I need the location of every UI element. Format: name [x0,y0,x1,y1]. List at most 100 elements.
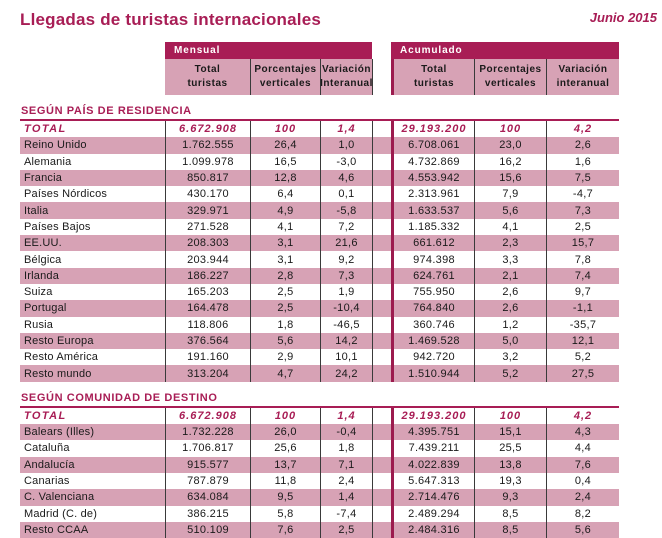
cell-acumulado-total: 661.612 [391,235,474,252]
column-header-acumulado-1: Porcentajes verticales [474,59,546,95]
cell-mensual-pct: 5,8 [250,505,320,522]
cell-acumulado-total: 29.193.200 [391,121,474,138]
table-row: Irlanda 186.227 2,8 7,3 624.761 2,1 7,4 [20,267,619,284]
cell-mensual-total: 510.109 [165,521,250,538]
row-label: Resto CCAA [20,521,165,538]
cell-acumulado-var: 15,7 [546,235,619,252]
cell-mensual-var: 2,4 [320,472,372,490]
cell-mensual-total: 118.806 [165,316,250,333]
row-label: TOTAL [20,407,165,425]
column-header-line2: verticales [259,78,312,89]
row-label: TOTAL [20,121,165,138]
column-header-line1: Total [194,64,221,75]
table-row: Resto América 191.160 2,9 10,1 942.720 3,2 5,2 [20,349,619,366]
cell-mensual-total: 386.215 [165,505,250,522]
cell-mensual-pct: 3,1 [250,251,320,268]
cell-mensual-pct: 2,5 [250,283,320,301]
row-label: Suiza [20,283,165,301]
cell-gap [372,407,391,425]
cell-acumulado-var: 4,4 [546,440,619,457]
cell-acumulado-pct: 16,2 [474,153,546,170]
cell-acumulado-total: 755.950 [391,283,474,301]
row-label: Balears (Illes) [20,424,165,441]
column-header-line2: Interanual [320,78,373,89]
table-row: C. Valenciana 634.084 9,5 1,4 2.714.476 9,3 2,… [20,489,619,506]
cell-gap [372,186,391,203]
data-table: TOTAL 6.672.908 100 1,4 29.193.200 100 4,2 Bale… [20,407,619,538]
cell-mensual-total: 430.170 [165,186,250,203]
cell-gap [372,472,391,490]
period-label: Junio 2015 [589,10,657,25]
column-header-line2: interanual [556,78,610,89]
cell-mensual-pct: 6,4 [250,186,320,203]
cell-mensual-total: 787.879 [165,472,250,490]
cell-mensual-pct: 2,9 [250,349,320,366]
cell-gap [372,332,391,350]
page-title: Llegadas de turistas internacionales [20,10,322,29]
column-header-line2: turistas [413,78,455,89]
section-1: SEGÚN COMUNIDAD DE DESTINO TOTAL 6.672.908… [20,388,619,538]
row-label: Irlanda [20,267,165,284]
column-header-line1: Variación [322,64,371,75]
cell-mensual-total: 203.944 [165,251,250,268]
cell-acumulado-var: 4,2 [546,121,619,138]
column-header-acumulado-0: Total turistas [391,59,474,95]
cell-mensual-pct: 5,6 [250,332,320,350]
cell-acumulado-var: 5,6 [546,521,619,538]
column-header-line1: Porcentajes [479,64,542,75]
cell-mensual-var: -3,0 [320,153,372,170]
cell-acumulado-pct: 5,6 [474,202,546,219]
table-row: Andalucía 915.577 13,7 7,1 4.022.839 13,8 7,6 [20,456,619,473]
total-row: TOTAL 6.672.908 100 1,4 29.193.200 100 4,2 [20,407,619,425]
cell-acumulado-pct: 15,1 [474,424,546,441]
cell-mensual-pct: 9,5 [250,489,320,506]
cell-gap [372,235,391,252]
table-row: Resto CCAA 510.109 7,6 2,5 2.484.316 8,5 5,6 [20,521,619,538]
cell-mensual-pct: 4,7 [250,365,320,382]
band-gap [372,42,391,59]
cell-mensual-var: 2,5 [320,521,372,538]
data-table: TOTAL 6.672.908 100 1,4 29.193.200 100 4,2 Rein… [20,121,619,382]
cell-mensual-total: 1.099.978 [165,153,250,170]
cell-mensual-var: 24,2 [320,365,372,382]
cell-acumulado-pct: 23,0 [474,137,546,154]
column-subheader-row: Total turistas Porcentajes verticales Variac… [165,59,619,95]
cell-acumulado-total: 1.633.537 [391,202,474,219]
cell-mensual-total: 271.528 [165,218,250,236]
cell-acumulado-var: 4,3 [546,424,619,441]
cell-mensual-total: 165.203 [165,283,250,301]
row-label: Resto mundo [20,365,165,382]
table-row: Resto mundo 313.204 4,7 24,2 1.510.944 5,2 27,… [20,365,619,382]
cell-mensual-var: 1,9 [320,283,372,301]
cell-acumulado-total: 2.714.476 [391,489,474,506]
cell-acumulado-var: -1,1 [546,300,619,317]
row-label: C. Valenciana [20,489,165,506]
cell-acumulado-pct: 2,3 [474,235,546,252]
cell-gap [372,121,391,138]
cell-acumulado-var: 2,5 [546,218,619,236]
table-sections: SEGÚN PAÍS DE RESIDENCIA TOTAL 6.672.908 10… [20,101,619,538]
cell-gap [372,440,391,457]
section-title: SEGÚN PAÍS DE RESIDENCIA [20,101,619,121]
cell-mensual-var: 10,1 [320,349,372,366]
cell-mensual-total: 850.817 [165,169,250,187]
cell-gap [372,300,391,317]
cell-acumulado-var: 4,2 [546,407,619,425]
cell-acumulado-var: 7,8 [546,251,619,268]
cell-mensual-total: 208.303 [165,235,250,252]
row-label: Cataluña [20,440,165,457]
cell-acumulado-total: 6.708.061 [391,137,474,154]
cell-mensual-total: 6.672.908 [165,407,250,425]
cell-acumulado-pct: 2,1 [474,267,546,284]
cell-acumulado-var: 9,7 [546,283,619,301]
cell-acumulado-var: 7,6 [546,456,619,473]
cell-mensual-pct: 26,4 [250,137,320,154]
cell-acumulado-pct: 19,3 [474,472,546,490]
cell-gap [372,456,391,473]
table-row: Canarias 787.879 11,8 2,4 5.647.313 19,3 0,4 [20,472,619,490]
cell-acumulado-pct: 2,6 [474,300,546,317]
cell-acumulado-var: 0,4 [546,472,619,490]
cell-mensual-var: -46,5 [320,316,372,333]
table-row: Reino Unido 1.762.555 26,4 1,0 6.708.061 23,0… [20,137,619,154]
